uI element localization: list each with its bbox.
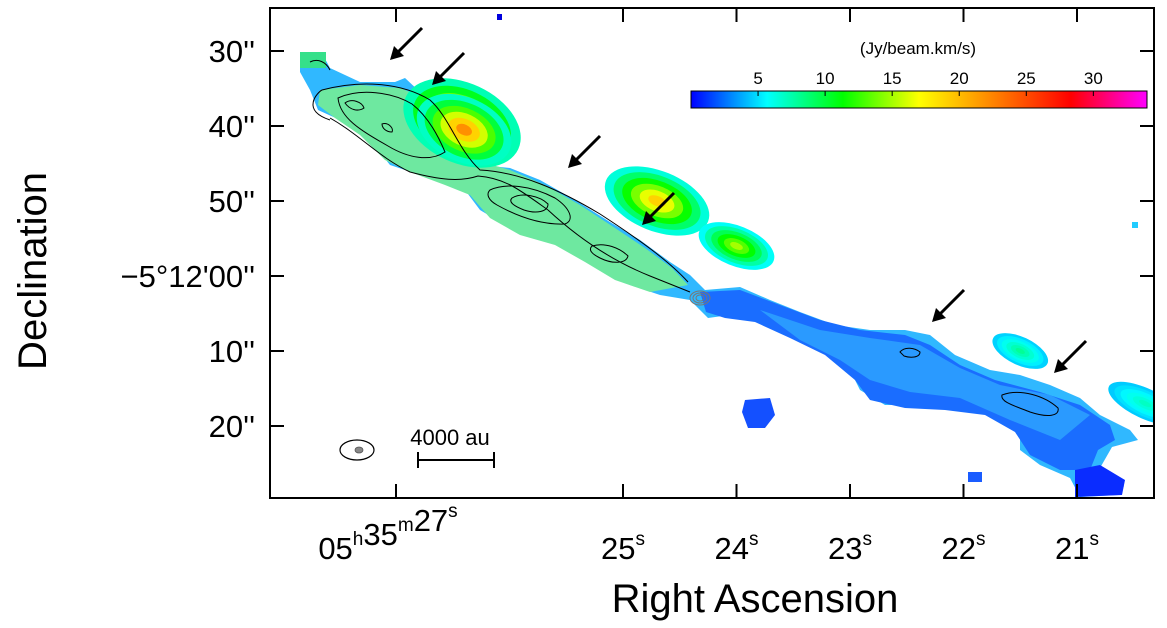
x-tick-label: 05h35m27s — [318, 501, 457, 566]
y-tick-label: 50'' — [209, 184, 255, 219]
x-tick-label: 24s — [715, 529, 759, 566]
contour-line — [1001, 391, 1059, 416]
contour-line — [344, 100, 365, 111]
colorbar-tick-label: 25 — [1017, 69, 1036, 88]
x-tick-label: 21s — [1055, 529, 1099, 566]
plot-frame — [269, 7, 1155, 499]
outflow-arrow — [1058, 339, 1088, 369]
contour-line — [321, 83, 689, 283]
x-tick-labels: 05h35m27s25s24s23s22s21s20s — [318, 501, 1099, 566]
outflow-arrow-head — [432, 71, 446, 85]
colorbar-tick-label: 5 — [753, 69, 762, 88]
outflow-arrow — [436, 51, 466, 81]
emission-peak — [698, 222, 775, 270]
northern-filament — [318, 85, 688, 292]
isolated-pixel — [968, 472, 982, 482]
outflow-arrow-head — [642, 211, 656, 225]
x-tick-marks — [395, 8, 1078, 498]
emission-peak — [992, 333, 1049, 369]
colorbar: (Jy/beam.km/s) 5 10 15 20 25 30 — [690, 39, 1148, 109]
outflow-arrow — [646, 191, 676, 221]
protostar-contour — [692, 292, 708, 304]
outflow-arrow-head — [932, 308, 946, 322]
contour-line — [510, 194, 549, 213]
scale-bar: 4000 au — [410, 425, 495, 468]
contour-line — [899, 347, 921, 358]
emission-map — [300, 14, 1154, 497]
colorbar-tick-label: 30 — [1084, 69, 1103, 88]
outflow-arrow-head — [1054, 359, 1068, 373]
colorbar-gradient — [690, 90, 1148, 109]
y-tick-marks — [270, 50, 1154, 427]
emission-peak — [416, 93, 512, 166]
southern-lobe-core — [760, 310, 1090, 440]
isolated-pixel — [497, 14, 502, 20]
contour-line — [381, 123, 393, 133]
isolated-pixel — [1132, 222, 1138, 228]
southern-tail — [1075, 465, 1125, 497]
protostar-contour — [689, 290, 711, 306]
x-tick-label: 23s — [828, 529, 872, 566]
colorbar-ticks: 5 10 15 20 25 30 — [753, 69, 1103, 96]
contour-line — [312, 89, 331, 121]
outflow-arrow-head — [568, 154, 582, 168]
colorbar-tick-label: 20 — [950, 69, 969, 88]
y-tick-labels: 30'' 40'' 50'' −5°12'00'' 10'' 20'' — [121, 34, 255, 444]
x-axis-title: Right Ascension — [612, 577, 899, 621]
y-tick-label: 30'' — [209, 34, 255, 69]
y-tick-label: 40'' — [209, 109, 255, 144]
contour-line — [337, 91, 446, 159]
contour-line — [589, 244, 629, 263]
contour-layer — [309, 59, 1059, 416]
outflow-arrow — [936, 288, 966, 318]
x-tick-label: 25s — [601, 529, 645, 566]
colorbar-tick-label: 10 — [816, 69, 835, 88]
isolated-clump — [742, 398, 775, 428]
scale-bar-label: 4000 au — [410, 425, 490, 450]
outflow-arrow-head — [390, 46, 404, 60]
protostar-contour — [695, 294, 705, 302]
filament-tip — [300, 52, 326, 68]
emission-peak — [1108, 381, 1154, 426]
x-tick-label: 22s — [942, 529, 986, 566]
outflow-arrow — [572, 134, 602, 164]
colorbar-unit-label: (Jy/beam.km/s) — [860, 39, 976, 58]
beam-ellipse — [339, 439, 375, 461]
y-tick-label: −5°12'00'' — [121, 259, 255, 294]
y-tick-label: 20'' — [209, 409, 255, 444]
y-tick-label: 10'' — [209, 334, 255, 369]
arrow-layer — [390, 26, 1088, 373]
emission-peak — [604, 166, 710, 236]
colorbar-tick-label: 15 — [883, 69, 902, 88]
y-axis-title: Declination — [11, 172, 55, 370]
outflow-arrow — [394, 26, 424, 56]
contour-line — [547, 209, 691, 293]
contour-line — [487, 185, 571, 225]
contour-line — [309, 59, 331, 71]
